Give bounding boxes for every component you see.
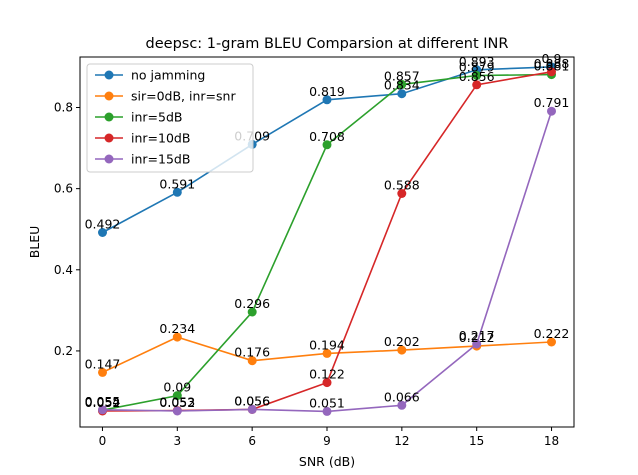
series-layer (98, 62, 556, 416)
data-point (322, 406, 332, 416)
data-label: 0.09 (163, 380, 191, 395)
data-label: 0.879 (459, 60, 495, 75)
x-tick-label: 9 (323, 434, 331, 448)
data-label: 0.053 (159, 395, 195, 410)
data-label: 0.222 (534, 326, 570, 341)
data-label: 0.052 (159, 395, 195, 410)
data-label: 0.055 (85, 394, 121, 409)
data-label: 0.881 (534, 59, 570, 74)
legend-entry: no jamming (131, 68, 205, 83)
data-point (247, 404, 257, 414)
data-point (472, 71, 482, 80)
legend-entry: inr=15dB (131, 152, 190, 167)
data-label: 0.234 (159, 321, 195, 336)
legend-box (86, 63, 254, 173)
data-point (397, 345, 407, 355)
data-label: 0.791 (534, 95, 570, 110)
legend-entry: sir=0dB, inr=snr (131, 89, 236, 104)
data-point (397, 79, 407, 89)
x-axis-label: SNR (dB) (299, 454, 355, 469)
data-point (397, 400, 407, 410)
data-label: 0.888 (534, 56, 570, 71)
data-label: 0.054 (85, 394, 121, 409)
data-label: 0.819 (309, 84, 345, 99)
data-point (322, 378, 332, 388)
x-tick-label: 3 (173, 434, 181, 448)
data-point (98, 367, 107, 377)
data-label: 0.066 (384, 389, 420, 404)
data-label: 0.122 (309, 367, 345, 382)
chart-title: deepsc: 1-gram BLEU Comparsion at differ… (146, 36, 509, 52)
data-label: 0.708 (309, 129, 345, 144)
legend-entry: inr=10dB (131, 131, 190, 146)
y-tick-label: 0.4 (54, 263, 73, 277)
y-tick-label: 0.2 (54, 344, 73, 358)
y-tick-label: 0.6 (54, 182, 73, 196)
data-label: 0.147 (85, 356, 121, 371)
data-point (322, 348, 332, 358)
legend: no jamming sir=0dB, inr=snr inr=5dB inr=10d… (86, 63, 254, 173)
data-label: 0.834 (384, 78, 420, 93)
data-label: 0.857 (384, 68, 420, 83)
data-label: 0.052 (85, 395, 121, 410)
data-label: 0.202 (384, 334, 420, 349)
x-tick-label: 12 (394, 434, 409, 448)
data-label: 0.212 (459, 330, 495, 345)
data-label: 0.893 (459, 54, 495, 69)
x-tick-label: 0 (99, 434, 107, 448)
y-axis: 0.2 0.4 0.6 0.8 (54, 101, 80, 358)
data-point (247, 307, 257, 317)
data-label: 0.9 (542, 51, 562, 66)
data-label: 0.588 (384, 178, 420, 193)
data-point (397, 89, 407, 99)
legend-swatch-marker (104, 154, 114, 164)
data-point (172, 187, 182, 197)
legend-swatch-marker (104, 91, 114, 101)
legend-swatch-marker (104, 133, 114, 143)
data-point (322, 140, 332, 150)
data-label: 0.056 (234, 393, 270, 408)
data-point (172, 406, 182, 416)
data-point (472, 80, 482, 90)
data-point (247, 356, 257, 366)
data-label: 0.176 (234, 345, 270, 360)
x-tick-label: 18 (544, 434, 559, 448)
data-point (547, 106, 556, 116)
data-label: 0.217 (459, 328, 495, 343)
data-point (322, 95, 332, 105)
data-point (98, 405, 107, 415)
data-point (547, 67, 556, 77)
data-point (397, 189, 407, 198)
data-label: 0.591 (159, 176, 195, 191)
legend-entry: inr=5dB (131, 110, 182, 125)
x-axis: 0 3 6 9 12 15 18 (99, 427, 559, 448)
data-label: 0.492 (85, 217, 121, 232)
y-tick-label: 0.8 (54, 101, 73, 115)
legend-swatch-marker (104, 70, 114, 80)
data-point (98, 228, 107, 237)
y-axis-label: BLEU (27, 226, 42, 259)
data-label: 0.056 (234, 393, 270, 408)
data-point (472, 339, 482, 349)
data-point (172, 391, 182, 401)
legend-swatch-marker (104, 112, 114, 122)
data-label: 0.856 (459, 69, 495, 84)
data-label: 0.194 (309, 337, 345, 352)
data-labels: 0.4920.5910.7090.8190.8340.8930.90.1470.… (85, 51, 570, 410)
x-tick-label: 15 (469, 434, 484, 448)
data-label: 0.296 (234, 296, 270, 311)
data-point (172, 332, 182, 342)
data-label: 0.051 (309, 395, 345, 410)
x-tick-label: 6 (248, 434, 256, 448)
data-point (547, 337, 556, 347)
